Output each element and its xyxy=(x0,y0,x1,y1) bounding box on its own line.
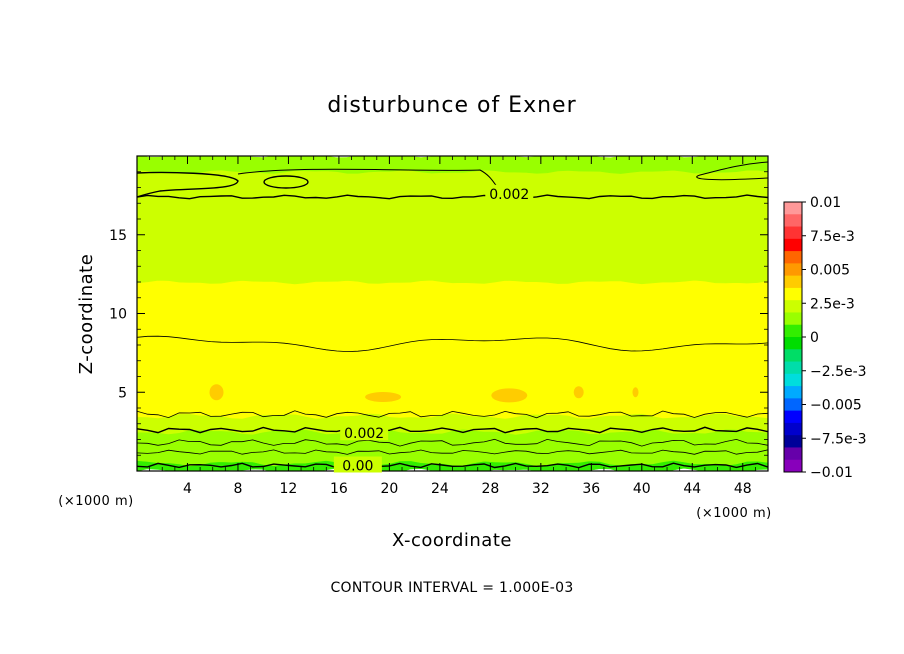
colorbar-label: −0.01 xyxy=(810,465,853,481)
contour-label: 0.002 xyxy=(489,187,529,203)
colorbar-label: 2.5e-3 xyxy=(810,296,855,312)
x-tick-label: 4 xyxy=(183,481,192,497)
contour-line xyxy=(137,426,768,434)
contour-interval-note: CONTOUR INTERVAL = 1.000E-03 xyxy=(330,580,573,596)
field-blob xyxy=(365,391,402,402)
colorbar-label: −7.5e-3 xyxy=(810,431,867,447)
field-blob xyxy=(209,384,224,401)
y-tick-label: 10 xyxy=(109,307,127,323)
x-tick-label: 48 xyxy=(734,481,752,497)
x-tick-label: 16 xyxy=(330,481,348,497)
colorbar-swatch xyxy=(784,275,802,289)
colorbar-swatch xyxy=(784,361,802,375)
contour-line xyxy=(137,194,768,200)
x-tick-label: 12 xyxy=(280,481,298,497)
x-tick-label: 44 xyxy=(683,481,701,497)
field-band xyxy=(137,342,768,419)
colorbar-swatch xyxy=(784,435,802,448)
colorbar-swatch xyxy=(784,238,802,252)
x-unit-right: (×1000 m) xyxy=(696,506,771,521)
x-tick-label: 28 xyxy=(481,481,499,497)
x-axis: 4 8 12 16 20 24 28 32 36 40 44 48 xyxy=(149,156,756,497)
contour-label-bg xyxy=(485,184,534,201)
contour-label: 0.002 xyxy=(344,426,384,442)
colorbar-swatch xyxy=(784,214,802,228)
colorbar-swatch xyxy=(784,349,802,363)
contour-line xyxy=(137,449,768,455)
colorbar-swatch xyxy=(784,300,802,313)
field-band xyxy=(137,169,768,198)
field-band xyxy=(137,193,768,285)
field-bands xyxy=(137,156,768,471)
colorbar-swatch xyxy=(784,337,802,350)
colorbar-swatch xyxy=(784,398,802,412)
x-tick-label: 36 xyxy=(582,481,600,497)
y-tick-label: 5 xyxy=(118,385,127,401)
colorbar-swatch xyxy=(784,263,802,277)
contour-line xyxy=(137,171,239,198)
colorbar-swatch xyxy=(784,386,802,399)
field-band xyxy=(137,279,768,348)
contour-label-bg xyxy=(333,456,382,473)
colorbar-swatch xyxy=(784,287,802,301)
field-blobs xyxy=(209,384,639,403)
colorbar-swatch xyxy=(784,226,802,240)
contour-label: 0.00 xyxy=(342,458,373,474)
colorbar-label: 0.01 xyxy=(810,195,841,211)
x-tick-label: 40 xyxy=(633,481,651,497)
contour-line xyxy=(137,438,768,447)
contour-line xyxy=(137,462,768,469)
colorbar-swatch xyxy=(784,202,802,215)
contour-line xyxy=(263,175,309,189)
x-tick-label: 24 xyxy=(431,481,449,497)
plot-area xyxy=(137,156,768,471)
field-blob xyxy=(573,386,584,399)
colorbar: 0.01 7.5e-3 0.005 2.5e-3 0 −2.5e-3 −0.005 −7.5e… xyxy=(783,195,867,481)
contour-line xyxy=(137,410,768,419)
colorbar-swatch xyxy=(784,459,802,473)
contour-line xyxy=(696,161,768,181)
field-blob xyxy=(491,388,528,403)
colorbar-label: −2.5e-3 xyxy=(810,364,867,380)
colorbar-label: 0.005 xyxy=(810,263,850,279)
contour-labels: 0.002 0.002 0.00 xyxy=(333,184,534,474)
chart-title: disturbunce of Exner xyxy=(327,93,576,118)
x-tick-label: 8 xyxy=(233,481,242,497)
y-axis: 5 10 15 xyxy=(109,171,768,456)
contour-line xyxy=(137,335,768,353)
colorbar-swatch xyxy=(784,422,802,436)
colorbar-swatch xyxy=(784,251,802,264)
colorbar-swatch xyxy=(784,410,802,424)
field-band xyxy=(137,156,768,174)
x-tick-label: 32 xyxy=(532,481,550,497)
y-axis-label: Z-coordinate xyxy=(76,254,97,375)
colorbar-swatch xyxy=(784,373,802,387)
x-axis-label: X-coordinate xyxy=(392,530,512,551)
contour-lines xyxy=(137,161,768,469)
colorbar-swatch xyxy=(784,447,802,461)
contour-label-bg xyxy=(340,424,389,441)
field-blob xyxy=(632,387,639,398)
y-tick-label: 15 xyxy=(109,228,127,244)
colorbar-label: 7.5e-3 xyxy=(810,229,855,245)
contour-line xyxy=(237,168,506,194)
colorbar-swatch xyxy=(784,324,802,338)
x-unit-left: (×1000 m) xyxy=(58,494,133,509)
x-tick-label: 20 xyxy=(380,481,398,497)
colorbar-label: 0 xyxy=(810,330,819,346)
colorbar-label: −0.005 xyxy=(810,398,862,414)
colorbar-swatch xyxy=(784,312,802,326)
